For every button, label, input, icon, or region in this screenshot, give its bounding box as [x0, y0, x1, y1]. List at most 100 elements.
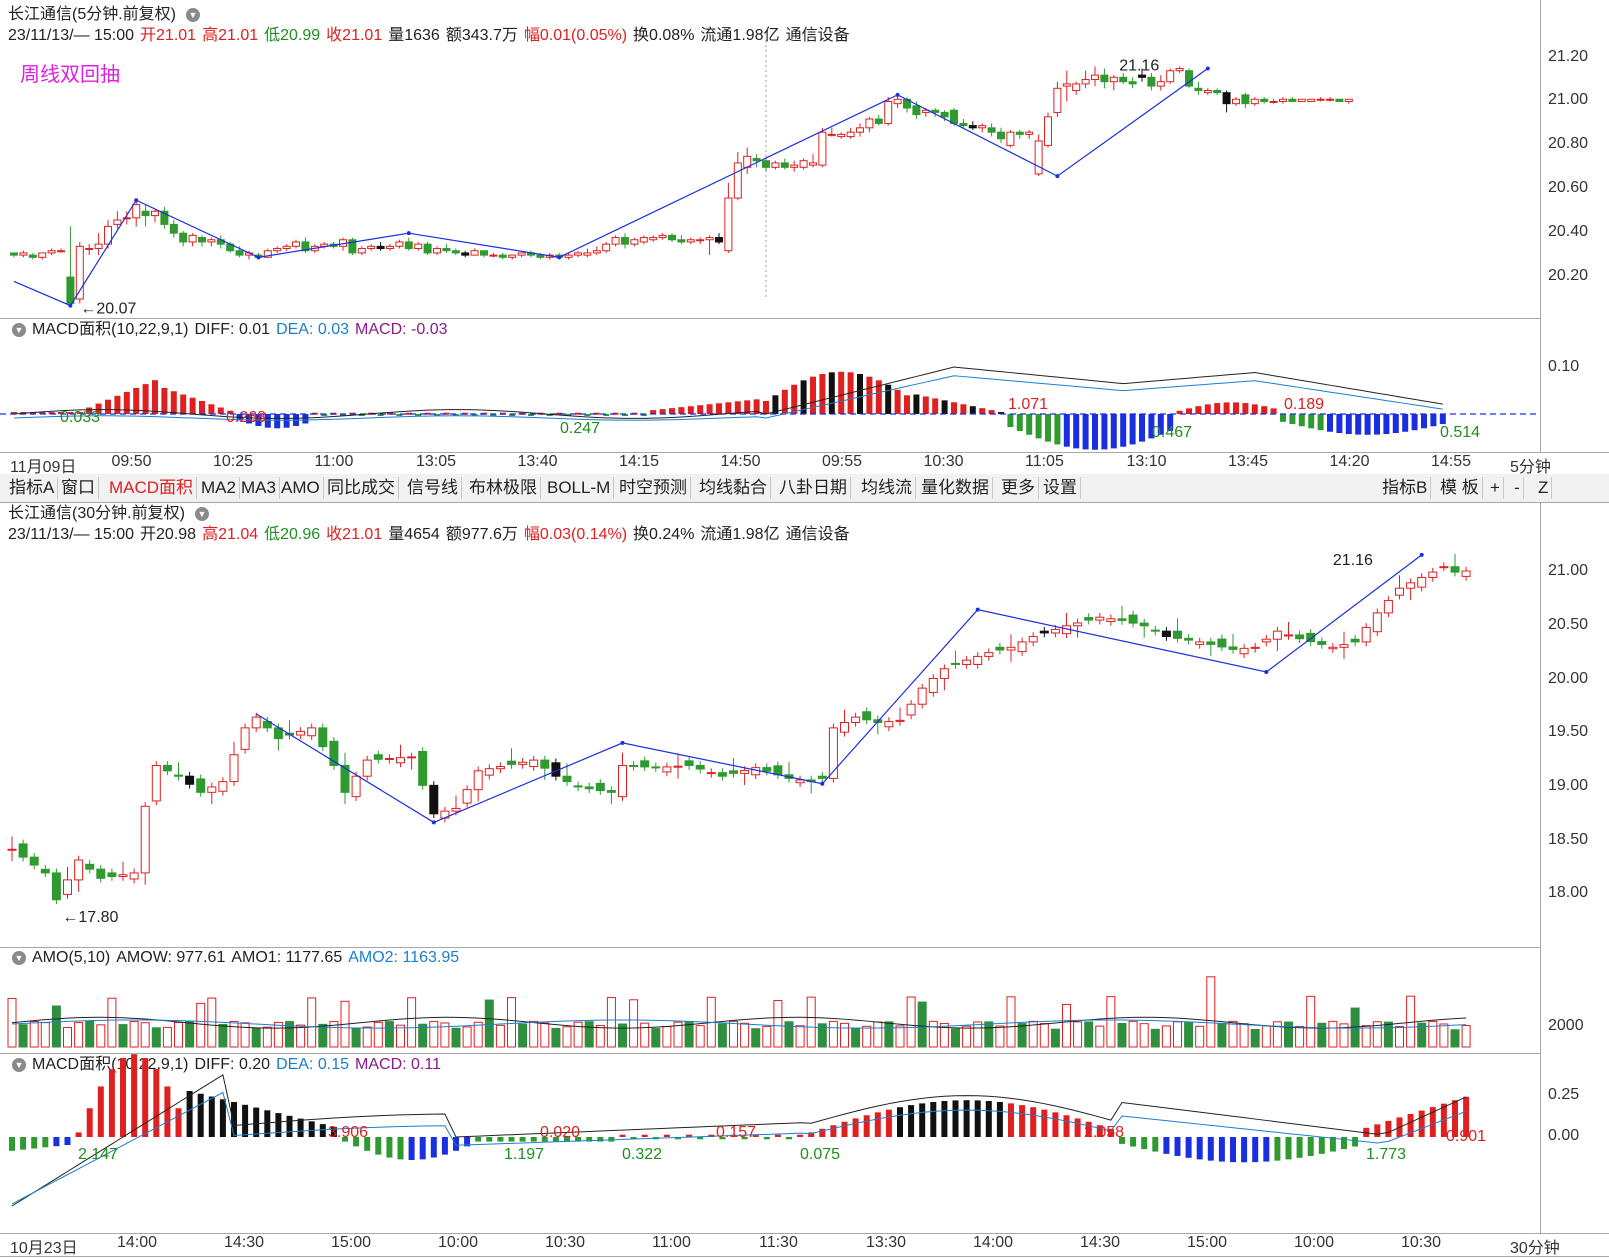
volume-bar [473, 1021, 483, 1048]
toolbar-item-9[interactable]: BOLL-M [544, 477, 615, 499]
panel2-info-row: 23/11/13/— 15:00 开20.98 高21.04 低20.96 收21.01… [8, 525, 856, 545]
macd-area-label: 0.268 [226, 409, 266, 426]
macd-bar [1174, 1137, 1181, 1156]
candle [1439, 566, 1449, 569]
toolbar-right-0[interactable]: 指标B [1379, 477, 1432, 499]
toolbar-item-5[interactable]: AMO [278, 477, 324, 499]
macd-bar [885, 1109, 892, 1137]
volume-bar [1062, 1003, 1071, 1048]
volume-bar [495, 1024, 505, 1048]
macd-bar [164, 1086, 171, 1137]
toolbar-item-3[interactable]: MA2 [198, 477, 240, 499]
macd-chart-5min[interactable]: 0.033 0.268 0.247 1.071 0.467 0.189 0.514 [0, 318, 1540, 452]
candle [978, 125, 987, 129]
macd-bar [998, 412, 1004, 415]
macd-bar [641, 1134, 648, 1137]
candle [451, 250, 460, 254]
macd-bar [396, 414, 403, 416]
macd-bar [31, 1137, 38, 1149]
kline-chart-5min[interactable]: ←20.07 21.16 [0, 0, 1540, 318]
toolbar-item-11[interactable]: 均线黏合 [696, 477, 771, 499]
macd-bar [415, 414, 422, 416]
toolbar-item-7[interactable]: 信号线 [404, 477, 462, 499]
macd-bar [464, 1137, 471, 1147]
macd-bar [564, 1137, 570, 1142]
macd-bar [123, 391, 130, 414]
macd-bar [219, 1099, 226, 1137]
candle [906, 703, 916, 716]
amo-volume-chart[interactable] [0, 947, 1540, 1053]
candle [529, 759, 539, 768]
candle [809, 162, 817, 166]
volume-bar [196, 1002, 206, 1048]
macd-bar [678, 407, 685, 414]
kline-chart-30min[interactable]: ←17.80 21.16 [0, 502, 1540, 947]
candle [1084, 617, 1094, 621]
candle [865, 118, 874, 129]
volume-bar [1195, 1025, 1205, 1048]
collapse-icon[interactable]: ▼ [12, 950, 26, 965]
candle [376, 245, 385, 250]
volume-bar [1450, 1029, 1460, 1048]
toolbar-item-13[interactable]: 均线流 [858, 477, 916, 499]
macd-bar [1233, 402, 1239, 414]
toolbar-item-2[interactable]: MACD面积 [106, 477, 198, 499]
macd-bar [286, 1115, 293, 1137]
volume-bar [1150, 1028, 1160, 1048]
toolbar-item-1[interactable]: 窗口 [58, 477, 99, 499]
candle [1228, 646, 1238, 650]
volume-bar [262, 1026, 272, 1048]
toolbar-right-3[interactable]: - [1511, 477, 1524, 499]
toolbar-item-4[interactable]: MA3 [238, 477, 280, 499]
macd-bar [1054, 414, 1061, 445]
toolbar-right-2[interactable]: + [1487, 477, 1504, 499]
volume-bar [717, 1023, 727, 1048]
toolbar-item-14[interactable]: 量化数据 [918, 477, 993, 499]
macd-bar [242, 1104, 249, 1137]
macd-chart-30min[interactable]: 2.147 3.906 1.197 0.020 0.322 0.157 0.075 2.058… [0, 1053, 1540, 1233]
macd-bar [1392, 414, 1399, 434]
collapse-icon[interactable]: ▼ [12, 322, 26, 337]
toolbar-item-16[interactable]: 设置 [1040, 477, 1081, 499]
candle [1138, 74, 1146, 78]
time-label: 14:20 [1329, 453, 1370, 470]
macd-area-label: 0.901 [1446, 1128, 1486, 1145]
macd-bar [1218, 1137, 1225, 1162]
toolbar-item-12[interactable]: 八卦日期 [776, 477, 851, 499]
period-label[interactable]: 30分钟 [1510, 1240, 1560, 1257]
price-tick: 21.20 [1548, 47, 1589, 65]
macd-area-label: 0.189 [1284, 396, 1324, 413]
volume-bar [1295, 1025, 1305, 1048]
macd-bar [58, 412, 64, 415]
macd-bar [486, 1137, 493, 1142]
macd-bar [1429, 1107, 1436, 1137]
volume-bar [151, 1027, 161, 1048]
volume-bar [1184, 1021, 1194, 1048]
candle [1239, 647, 1249, 655]
toolbar-item-0[interactable]: 指标A [6, 477, 59, 499]
macd-bar [988, 410, 995, 414]
macd-bar [904, 395, 910, 414]
toolbar-right-4[interactable]: Z [1535, 477, 1553, 499]
toolbar-right-1[interactable]: 模 板 [1437, 477, 1483, 499]
toolbar-item-8[interactable]: 布林极限 [466, 477, 541, 499]
toolbar-item-15[interactable]: 更多 [998, 477, 1039, 499]
price-tick: 21.00 [1548, 562, 1589, 580]
candle [984, 652, 994, 657]
macd-bar [11, 412, 17, 415]
candle [1081, 79, 1090, 85]
macd-bar [556, 412, 563, 415]
macd-bar [810, 376, 816, 414]
candle [1344, 98, 1353, 102]
collapse-icon[interactable]: ▼ [12, 1057, 26, 1072]
dropdown-icon[interactable]: ▼ [194, 506, 209, 521]
macd-bar [1317, 414, 1324, 431]
candle [583, 252, 592, 256]
period-label[interactable]: 5分钟 [1510, 459, 1551, 476]
candle [1006, 131, 1015, 146]
candle [1450, 566, 1460, 573]
toolbar-item-10[interactable]: 时空预测 [616, 477, 691, 499]
dropdown-icon[interactable]: ▼ [186, 7, 201, 22]
candle [618, 764, 627, 798]
toolbar-item-6[interactable]: 同比成交 [324, 477, 399, 499]
